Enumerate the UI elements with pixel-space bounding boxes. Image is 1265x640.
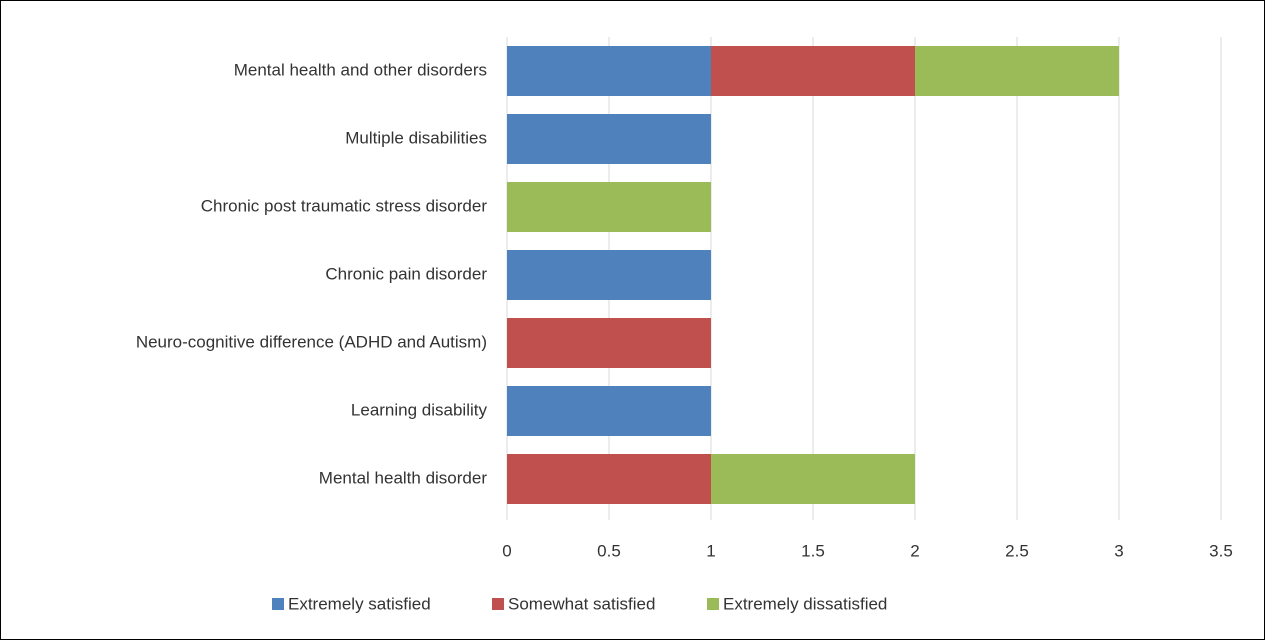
legend-label: Somewhat satisfied	[508, 594, 655, 613]
x-tick-label: 0	[502, 541, 511, 560]
bar-segment	[711, 46, 915, 96]
bar-segment	[507, 182, 711, 232]
bar-segment	[507, 386, 711, 436]
bar-segment	[507, 318, 711, 368]
bar-segment	[507, 250, 711, 300]
bar-segment	[711, 454, 915, 504]
x-tick-label: 1.5	[801, 541, 825, 560]
legend-swatch	[492, 598, 504, 610]
x-tick-label: 2	[910, 541, 919, 560]
bar-segment	[915, 46, 1119, 96]
x-tick-label: 0.5	[597, 541, 621, 560]
legend-swatch	[272, 598, 284, 610]
legend-label: Extremely satisfied	[288, 594, 431, 613]
y-tick-label: Neuro-cognitive difference (ADHD and Aut…	[136, 332, 487, 351]
legend-swatch	[707, 598, 719, 610]
bar-segment	[507, 46, 711, 96]
y-tick-label: Multiple disabilities	[345, 128, 487, 147]
x-tick-label: 2.5	[1005, 541, 1029, 560]
x-tick-label: 3.5	[1209, 541, 1233, 560]
y-tick-label: Chronic post traumatic stress disorder	[201, 196, 488, 215]
y-tick-label: Chronic pain disorder	[325, 264, 487, 283]
x-tick-label: 1	[706, 541, 715, 560]
x-tick-label: 3	[1114, 541, 1123, 560]
bar-segment	[507, 114, 711, 164]
y-tick-label: Learning disability	[351, 400, 488, 419]
y-tick-label: Mental health and other disorders	[234, 60, 487, 79]
bar-segment	[507, 454, 711, 504]
y-tick-label: Mental health disorder	[319, 468, 488, 487]
legend-label: Extremely dissatisfied	[723, 594, 887, 613]
